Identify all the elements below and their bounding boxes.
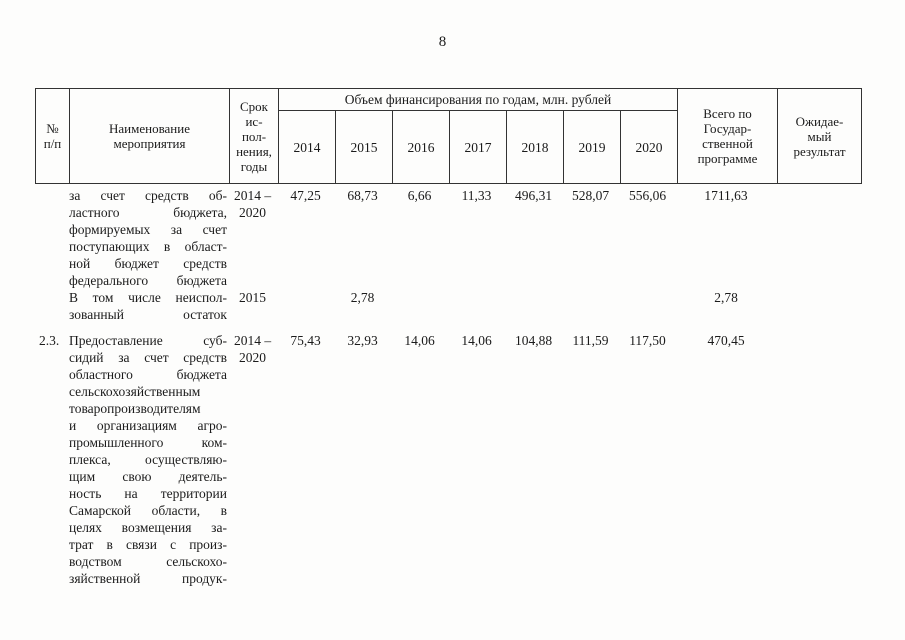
- row-number: 2.3.: [39, 333, 60, 348]
- header-term: Срок ис- пол- нения, годы: [229, 89, 278, 183]
- table-row: В том числе неиспол- зованный остаток 20…: [35, 289, 862, 323]
- row-total: 470,45: [707, 333, 745, 348]
- table-body: за счет средств об- ластного бюджета, фо…: [35, 187, 862, 587]
- page-number: 8: [438, 34, 447, 50]
- row-value-2019: 111,59: [572, 333, 609, 348]
- row-value-2017: 14,06: [461, 333, 492, 348]
- table-header: № п/п Наименование мероприятия Срок ис- …: [35, 88, 862, 184]
- row-value-2015: 32,93: [347, 333, 378, 348]
- table-row: за счет средств об- ластного бюджета, фо…: [35, 187, 862, 289]
- header-total: Всего по Государ- ственной программе: [677, 89, 777, 183]
- row-value-2018: 496,31: [514, 188, 553, 203]
- row-name: за счет средств об- ластного бюджета, фо…: [69, 188, 227, 288]
- header-year-2018: 2018: [506, 111, 563, 183]
- header-year-2020: 2020: [620, 111, 677, 183]
- row-name: В том числе неиспол- зованный остаток: [69, 290, 227, 322]
- financing-table: № п/п Наименование мероприятия Срок ис- …: [35, 88, 862, 587]
- header-result: Ожидае- мый результат: [777, 89, 861, 183]
- row-total: 2,78: [714, 290, 738, 305]
- row-value-2015: 2,78: [350, 290, 375, 305]
- row-value-2020: 556,06: [628, 188, 667, 203]
- row-value-2014: 75,43: [290, 333, 321, 348]
- header-year-2017: 2017: [449, 111, 506, 183]
- header-name: Наименование мероприятия: [69, 89, 229, 183]
- header-year-2019: 2019: [563, 111, 620, 183]
- row-value-2016: 6,66: [407, 188, 432, 203]
- row-value-2017: 11,33: [461, 188, 492, 203]
- row-term: 2014 – 2020: [233, 333, 272, 365]
- table-row: 2.3. Предоставление суб- сидий за счет с…: [35, 332, 862, 587]
- header-year-2016: 2016: [392, 111, 449, 183]
- row-value-2019: 528,07: [571, 188, 610, 203]
- row-value-2020: 117,50: [629, 333, 666, 348]
- row-value-2016: 14,06: [404, 333, 435, 348]
- row-name: Предоставление суб- сидий за счет средст…: [69, 333, 227, 586]
- header-year-2015: 2015: [335, 111, 392, 183]
- row-value-2018: 104,88: [514, 333, 553, 348]
- row-total: 1711,63: [704, 188, 748, 203]
- header-num: № п/п: [43, 121, 62, 151]
- row-term: 2015: [239, 290, 266, 305]
- header-finance-group: Объем финансирования по годам, млн. рубл…: [278, 89, 677, 111]
- row-term: 2014 – 2020: [233, 188, 272, 220]
- row-value-2014: 47,25: [290, 188, 321, 203]
- row-value-2015: 68,73: [347, 188, 378, 203]
- header-year-2014: 2014: [278, 111, 335, 183]
